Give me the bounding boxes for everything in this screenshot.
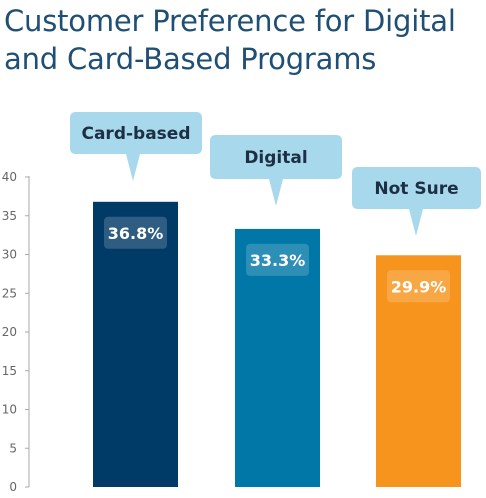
y-tick-label: 30 xyxy=(2,248,17,262)
bar-digital xyxy=(235,228,320,488)
y-tick-label: 15 xyxy=(2,364,17,378)
y-tick-label: 10 xyxy=(2,403,17,417)
category-callout xyxy=(352,167,481,236)
category-callout xyxy=(70,112,202,181)
category-label: Not Sure xyxy=(374,179,458,199)
category-label: Digital xyxy=(244,148,307,168)
value-label: 33.3% xyxy=(250,251,306,270)
value-label: 36.8% xyxy=(108,224,164,243)
y-tick-label: 35 xyxy=(2,209,17,223)
y-tick-label: 5 xyxy=(9,441,17,455)
category-label: Card-based xyxy=(81,124,190,144)
y-tick-label: 0 xyxy=(9,480,17,494)
y-tick-label: 40 xyxy=(2,170,17,184)
category-callout xyxy=(210,135,342,206)
y-tick-label: 20 xyxy=(2,325,17,339)
value-label-box xyxy=(387,270,450,303)
value-label-box xyxy=(104,216,167,249)
y-tick-label: 25 xyxy=(2,286,17,300)
value-label: 29.9% xyxy=(391,277,447,296)
bar-card-based xyxy=(93,201,178,488)
bar-not-sure xyxy=(376,255,461,487)
value-label-box xyxy=(246,243,309,276)
chart-title: Customer Preference for Digital and Card… xyxy=(4,4,456,76)
